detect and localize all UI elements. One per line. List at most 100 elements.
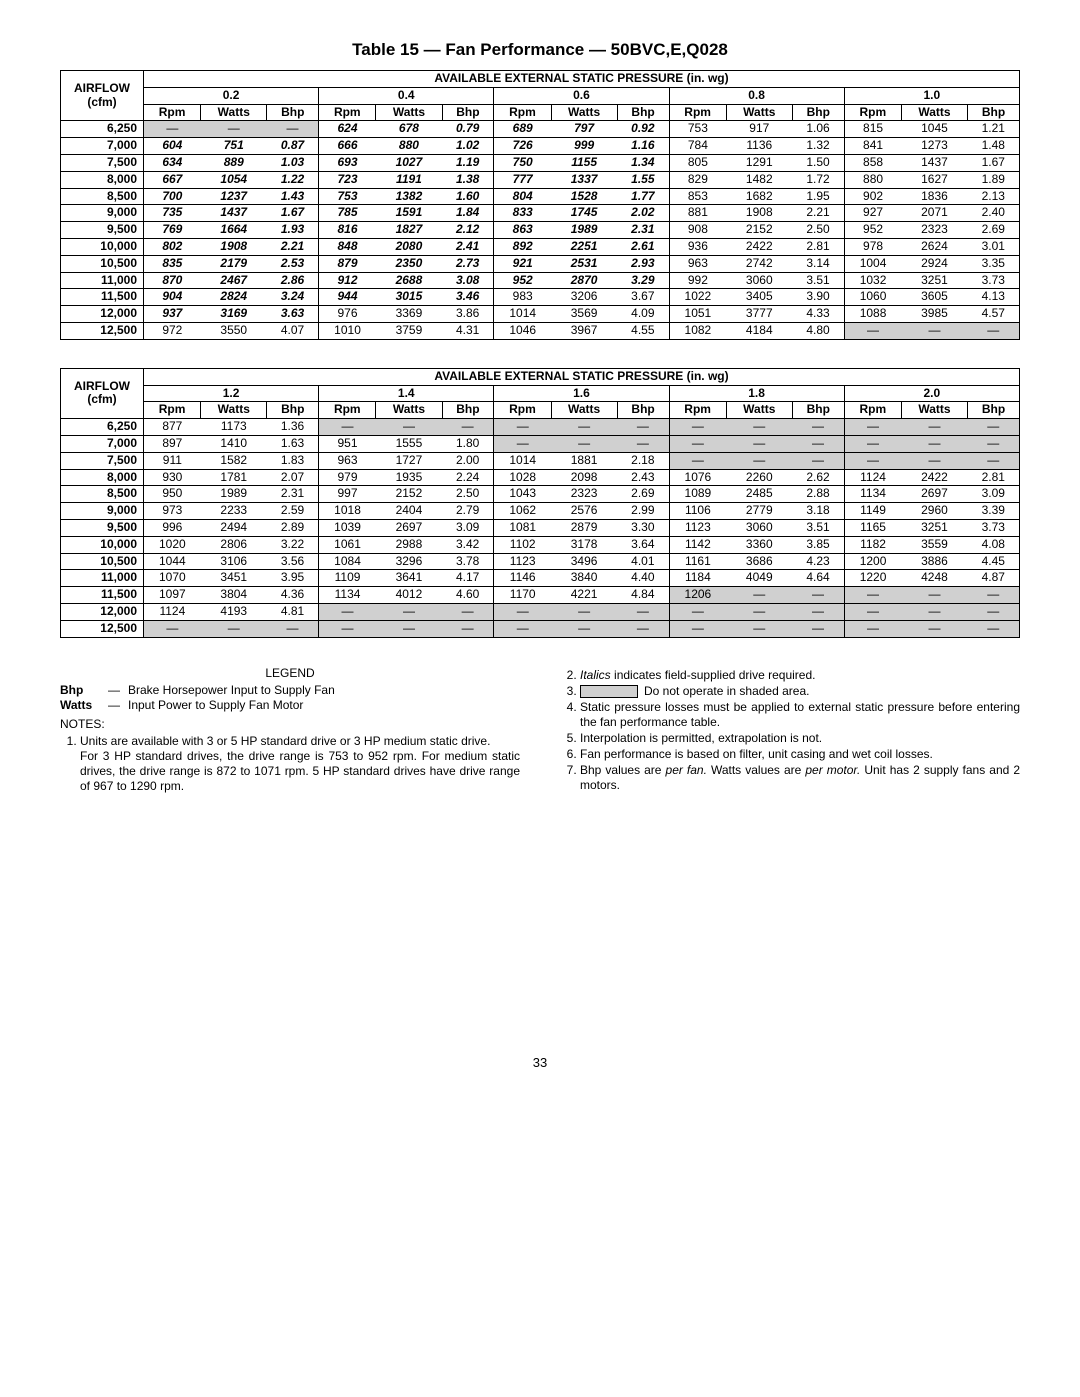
data-cell: 1.43 (267, 188, 319, 205)
data-cell: 936 (669, 238, 726, 255)
data-cell: 2806 (201, 536, 267, 553)
data-cell: 634 (144, 154, 201, 171)
data-cell: 3605 (901, 289, 967, 306)
data-cell: 1136 (726, 138, 792, 155)
data-cell: 908 (669, 222, 726, 239)
data-cell: 930 (144, 469, 201, 486)
data-cell: 911 (144, 452, 201, 469)
data-cell: 3.30 (617, 519, 669, 536)
note-item: Fan performance is based on filter, unit… (580, 747, 1020, 762)
data-cell: 829 (669, 171, 726, 188)
data-cell: — (792, 419, 844, 436)
data-cell: 2.73 (442, 255, 494, 272)
data-cell: 992 (669, 272, 726, 289)
data-cell: 904 (144, 289, 201, 306)
data-cell: 4.33 (792, 306, 844, 323)
data-cell: 3.73 (968, 272, 1020, 289)
data-cell: 3.09 (442, 519, 494, 536)
note-item: Interpolation is permitted, extrapolatio… (580, 731, 1020, 746)
data-cell: 2.53 (267, 255, 319, 272)
data-cell: — (901, 452, 967, 469)
page-title: Table 15 — Fan Performance — 50BVC,E,Q02… (60, 40, 1020, 60)
data-cell: 4.17 (442, 570, 494, 587)
data-cell: — (267, 620, 319, 637)
data-cell: 2494 (201, 519, 267, 536)
data-cell: 2.79 (442, 503, 494, 520)
data-cell: 1161 (669, 553, 726, 570)
notes-left-list: Units are available with 3 or 5 HP stand… (60, 734, 520, 794)
data-cell: 1028 (494, 469, 551, 486)
data-cell: 805 (669, 154, 726, 171)
data-cell: 3.18 (792, 503, 844, 520)
data-cell: 877 (144, 419, 201, 436)
data-cell: 4.36 (267, 587, 319, 604)
data-cell: — (376, 620, 442, 637)
data-cell: 950 (144, 486, 201, 503)
data-cell: 2404 (376, 503, 442, 520)
data-cell: — (901, 435, 967, 452)
data-cell: 853 (669, 188, 726, 205)
data-cell: 1124 (844, 469, 901, 486)
pressure-header: 2.0 (844, 385, 1019, 402)
data-cell: — (968, 435, 1020, 452)
data-cell: 1054 (201, 171, 267, 188)
data-cell: 2422 (726, 238, 792, 255)
data-cell: 2.43 (617, 469, 669, 486)
data-cell: 784 (669, 138, 726, 155)
data-cell: — (901, 587, 967, 604)
data-cell: — (267, 121, 319, 138)
data-cell: 3206 (551, 289, 617, 306)
data-cell: 2233 (201, 503, 267, 520)
data-cell: 1027 (376, 154, 442, 171)
data-cell: 973 (144, 503, 201, 520)
data-cell: 4.87 (968, 570, 1020, 587)
data-cell: 2.69 (968, 222, 1020, 239)
data-cell: 693 (319, 154, 376, 171)
data-cell: 1142 (669, 536, 726, 553)
data-cell: 4221 (551, 587, 617, 604)
data-cell: 2.88 (792, 486, 844, 503)
data-cell: 1182 (844, 536, 901, 553)
data-cell: 4.80 (792, 322, 844, 339)
data-cell: 624 (319, 121, 376, 138)
data-cell: — (844, 587, 901, 604)
sub-column-header: Bhp (968, 104, 1020, 121)
data-cell: 0.79 (442, 121, 494, 138)
data-cell: 1173 (201, 419, 267, 436)
data-cell: 996 (144, 519, 201, 536)
data-cell: 1555 (376, 435, 442, 452)
data-cell: 1237 (201, 188, 267, 205)
sub-column-header: Watts (201, 104, 267, 121)
data-cell: — (494, 620, 551, 637)
data-cell: 1106 (669, 503, 726, 520)
data-cell: 2.89 (267, 519, 319, 536)
data-cell: 3106 (201, 553, 267, 570)
data-cell: 979 (319, 469, 376, 486)
airflow-cell: 9,500 (61, 222, 144, 239)
data-cell: 3.01 (968, 238, 1020, 255)
data-cell: 848 (319, 238, 376, 255)
data-cell: — (442, 620, 494, 637)
airflow-cell: 8,000 (61, 171, 144, 188)
data-cell: 3.95 (267, 570, 319, 587)
data-cell: — (968, 452, 1020, 469)
data-cell: — (144, 121, 201, 138)
data-cell: 3178 (551, 536, 617, 553)
data-cell: — (901, 603, 967, 620)
sub-column-header: Bhp (267, 104, 319, 121)
pressure-section-header: AVAILABLE EXTERNAL STATIC PRESSURE (in. … (144, 71, 1020, 88)
data-cell: — (201, 620, 267, 637)
data-cell: 3.67 (617, 289, 669, 306)
data-cell: 1682 (726, 188, 792, 205)
data-cell: — (726, 452, 792, 469)
data-cell: — (844, 452, 901, 469)
sub-column-header: Rpm (669, 104, 726, 121)
data-cell: 2.61 (617, 238, 669, 255)
data-cell: 1060 (844, 289, 901, 306)
data-cell: — (617, 435, 669, 452)
data-cell: — (442, 603, 494, 620)
data-cell: 2.13 (968, 188, 1020, 205)
data-cell: 3759 (376, 322, 442, 339)
airflow-cell: 12,500 (61, 620, 144, 637)
data-cell: 978 (844, 238, 901, 255)
